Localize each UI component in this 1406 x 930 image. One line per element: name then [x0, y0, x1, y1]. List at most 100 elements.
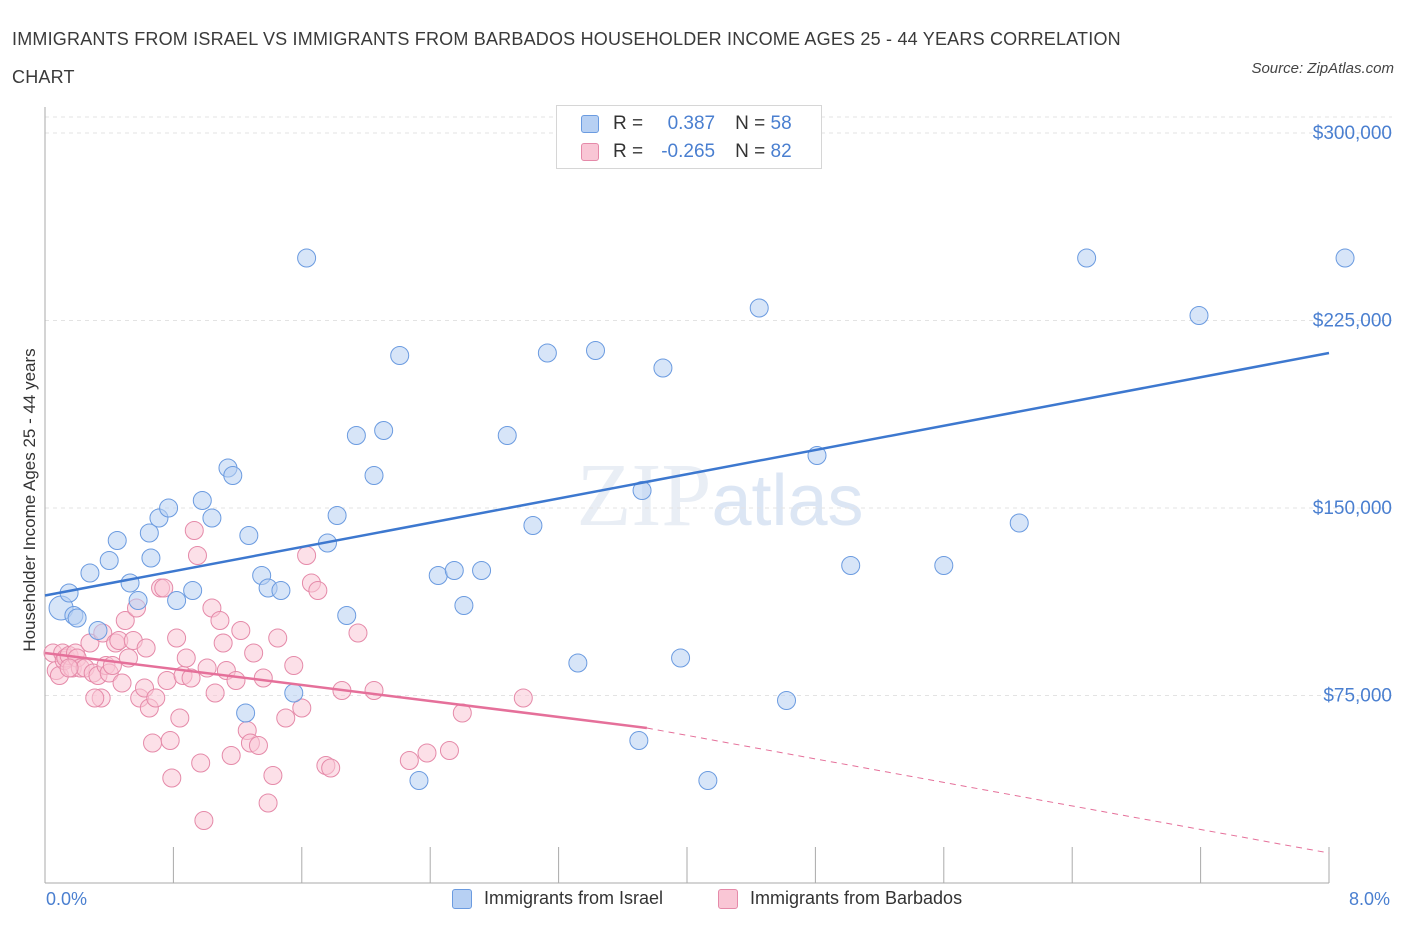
barbados-point: [417, 743, 437, 763]
barbados-point: [210, 611, 230, 630]
israel-point: [454, 596, 474, 615]
israel-point: [364, 466, 384, 485]
barbados-point: [268, 628, 288, 648]
barbados-point: [231, 621, 251, 640]
israel-point: [346, 426, 366, 445]
barbados-point: [244, 643, 264, 663]
israel-point: [337, 606, 357, 625]
barbados-point: [213, 633, 233, 653]
israel-point: [444, 561, 464, 580]
israel-point: [1335, 248, 1355, 268]
barbados-point: [276, 708, 296, 728]
israel-point: [139, 523, 159, 543]
israel-point: [107, 531, 127, 550]
n-label: N =: [735, 141, 766, 162]
barbados-point: [102, 656, 122, 675]
barbados-point: [292, 698, 312, 718]
barbados-legend-swatch: [718, 888, 738, 909]
barbados-point: [284, 656, 304, 675]
barbados-point: [85, 688, 105, 708]
israel-point: [497, 426, 517, 445]
barbados-point: [221, 746, 241, 765]
source-label: Source: ZipAtlas.com: [1251, 60, 1394, 77]
n-label: N =: [735, 113, 766, 134]
israel-point: [568, 653, 588, 673]
israel-point: [297, 248, 317, 268]
israel-point: [80, 563, 100, 583]
y-tick-label: $225,000: [1313, 311, 1392, 332]
barbados-point: [364, 681, 384, 700]
israel-legend-swatch: [452, 888, 472, 909]
israel-point: [128, 591, 148, 610]
barbados-point: [167, 628, 187, 648]
israel-point: [428, 566, 448, 585]
barbados-point: [205, 683, 225, 703]
israel-point: [374, 421, 394, 440]
israel-point: [67, 608, 87, 628]
n-value: 82: [770, 141, 792, 162]
barbados-point: [170, 708, 190, 728]
barbados-point: [112, 673, 132, 693]
y-tick-label: $75,000: [1323, 686, 1392, 707]
barbados-point: [59, 658, 79, 678]
barbados-point: [191, 753, 211, 773]
israel-point: [537, 343, 557, 363]
y-tick-label: $150,000: [1313, 498, 1392, 519]
barbados-point: [194, 811, 214, 830]
israel-point: [120, 573, 140, 593]
barbados-point: [154, 578, 174, 598]
israel-point: [749, 298, 769, 318]
r-value: 0.387: [667, 113, 716, 134]
israel-point: [390, 346, 410, 365]
y-tick-label: $300,000: [1313, 123, 1392, 144]
barbados-point: [439, 741, 459, 760]
israel-point: [167, 591, 187, 610]
legend-row-israel: R = 0.387 N = 58: [581, 111, 792, 137]
barbados-point: [263, 766, 283, 785]
israel-point: [629, 731, 649, 750]
bottom-legend-israel: Immigrants from Israel: [452, 888, 663, 909]
israel-point: [183, 581, 203, 600]
barbados-point: [162, 768, 182, 788]
barbados-point: [513, 688, 533, 708]
israel-point: [841, 556, 861, 575]
bottom-legend-barbados: Immigrants from Barbados: [718, 888, 962, 909]
barbados-point: [176, 648, 196, 668]
israel-point: [1189, 306, 1209, 325]
barbados-point: [297, 546, 317, 565]
israel-point: [671, 648, 691, 668]
israel-swatch: [581, 115, 599, 133]
r-value: -0.265: [661, 141, 716, 162]
x-tick-max: 8.0%: [1349, 889, 1391, 909]
x-tick-min: 0.0%: [46, 889, 88, 909]
israel-point: [159, 498, 179, 518]
legend-row-barbados: R = -0.265 N = 82: [581, 139, 792, 165]
barbados-trend-extension: [646, 727, 1330, 854]
legend-label-israel: Immigrants from Israel: [484, 888, 664, 908]
israel-point: [99, 551, 119, 570]
israel-point: [88, 621, 108, 640]
chart-title: IMMIGRANTS FROM ISRAEL VS IMMIGRANTS FRO…: [12, 29, 1121, 87]
israel-point: [202, 508, 222, 528]
barbados-point: [308, 581, 328, 600]
barbados-point: [348, 623, 368, 643]
barbados-point: [184, 521, 204, 540]
barbados-point: [226, 671, 246, 690]
israel-point: [141, 548, 161, 568]
israel-point: [192, 491, 212, 510]
barbados-point: [181, 668, 201, 688]
israel-point: [239, 526, 259, 545]
barbados-point: [146, 688, 166, 708]
barbados-point: [399, 751, 419, 770]
israel-point: [523, 516, 543, 535]
r-label: R =: [613, 141, 644, 162]
israel-point: [284, 683, 304, 703]
israel-point: [472, 561, 492, 580]
barbados-point: [160, 731, 180, 750]
barbados-point: [157, 671, 177, 690]
barbados-point: [258, 793, 278, 813]
israel-point: [777, 691, 797, 710]
israel-trend-line: [44, 351, 1330, 597]
barbados-trend-line: [44, 651, 648, 730]
correlation-legend: R = 0.387 N = 58 R = -0.265 N = 82: [556, 105, 822, 169]
